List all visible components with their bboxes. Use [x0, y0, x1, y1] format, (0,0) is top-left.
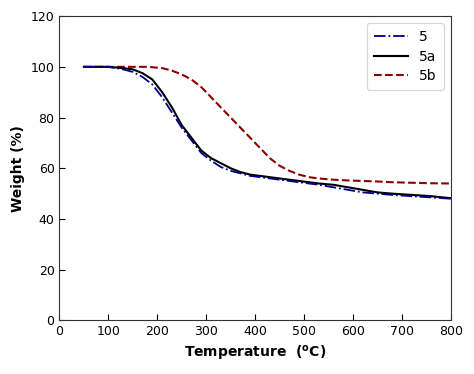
5b [277, 163, 283, 168]
5 [316, 183, 321, 187]
5a [199, 148, 204, 153]
5a [237, 170, 243, 174]
5 [247, 174, 253, 178]
5a [218, 161, 224, 165]
5a [149, 77, 155, 82]
5b [428, 181, 434, 186]
Line: 5a: 5a [84, 67, 451, 198]
5b [179, 72, 184, 77]
5 [130, 70, 136, 74]
5b [360, 179, 365, 183]
5b [81, 65, 87, 69]
5a [267, 175, 273, 180]
5b [306, 175, 312, 180]
5a [169, 105, 175, 110]
5a [277, 176, 283, 181]
5b [287, 169, 292, 173]
5 [169, 110, 175, 115]
5a [159, 90, 165, 95]
X-axis label: Temperature  ($\mathregular{^o}$C): Temperature ($\mathregular{^o}$C) [184, 344, 326, 363]
5a [306, 180, 312, 184]
5a [106, 65, 111, 69]
5 [199, 151, 204, 155]
5b [296, 172, 302, 177]
5 [237, 171, 243, 176]
5 [120, 67, 126, 71]
5 [296, 180, 302, 184]
5a [257, 174, 263, 178]
5a [247, 172, 253, 177]
5b [448, 181, 454, 186]
5b [247, 136, 253, 140]
5b [316, 176, 321, 181]
5b [218, 105, 224, 110]
5b [409, 181, 415, 185]
5 [208, 159, 214, 163]
5 [81, 65, 87, 69]
5b [199, 85, 204, 89]
5a [389, 191, 395, 196]
5a [448, 196, 454, 200]
5 [287, 179, 292, 183]
5b [267, 156, 273, 160]
5a [130, 67, 136, 71]
5 [179, 125, 184, 130]
5 [267, 176, 273, 181]
5 [228, 169, 234, 173]
5b [189, 77, 194, 82]
Line: 5: 5 [84, 67, 451, 199]
5a [316, 181, 321, 186]
5 [345, 188, 351, 192]
5 [306, 181, 312, 186]
5a [409, 193, 415, 197]
5 [409, 194, 415, 199]
5 [106, 65, 111, 69]
5a [330, 183, 336, 187]
5 [330, 185, 336, 190]
5a [228, 166, 234, 171]
5 [257, 175, 263, 180]
5 [389, 193, 395, 197]
5b [345, 178, 351, 183]
5 [149, 82, 155, 87]
Line: 5b: 5b [84, 67, 451, 184]
5b [374, 179, 380, 184]
5b [330, 177, 336, 182]
5a [189, 136, 194, 140]
5a [360, 188, 365, 192]
5 [374, 191, 380, 196]
5b [130, 65, 136, 69]
5 [218, 165, 224, 169]
Y-axis label: Weight (%): Weight (%) [11, 125, 25, 212]
5 [140, 75, 146, 79]
5b [257, 146, 263, 150]
5a [120, 66, 126, 70]
5b [389, 180, 395, 184]
5b [145, 65, 150, 69]
5a [179, 123, 184, 128]
5a [428, 194, 434, 199]
Legend: 5, 5a, 5b: 5, 5a, 5b [366, 23, 444, 90]
5a [140, 71, 146, 76]
5 [277, 177, 283, 182]
5b [159, 66, 165, 70]
5a [296, 179, 302, 183]
5a [287, 177, 292, 182]
5 [428, 195, 434, 200]
5b [208, 95, 214, 99]
5 [189, 138, 194, 142]
5a [208, 156, 214, 160]
5 [360, 190, 365, 194]
5 [448, 196, 454, 201]
5b [228, 115, 234, 120]
5b [169, 68, 175, 73]
5a [81, 65, 87, 69]
5b [106, 65, 111, 69]
5a [374, 190, 380, 194]
5a [345, 185, 351, 190]
5 [159, 95, 165, 99]
5b [237, 125, 243, 130]
